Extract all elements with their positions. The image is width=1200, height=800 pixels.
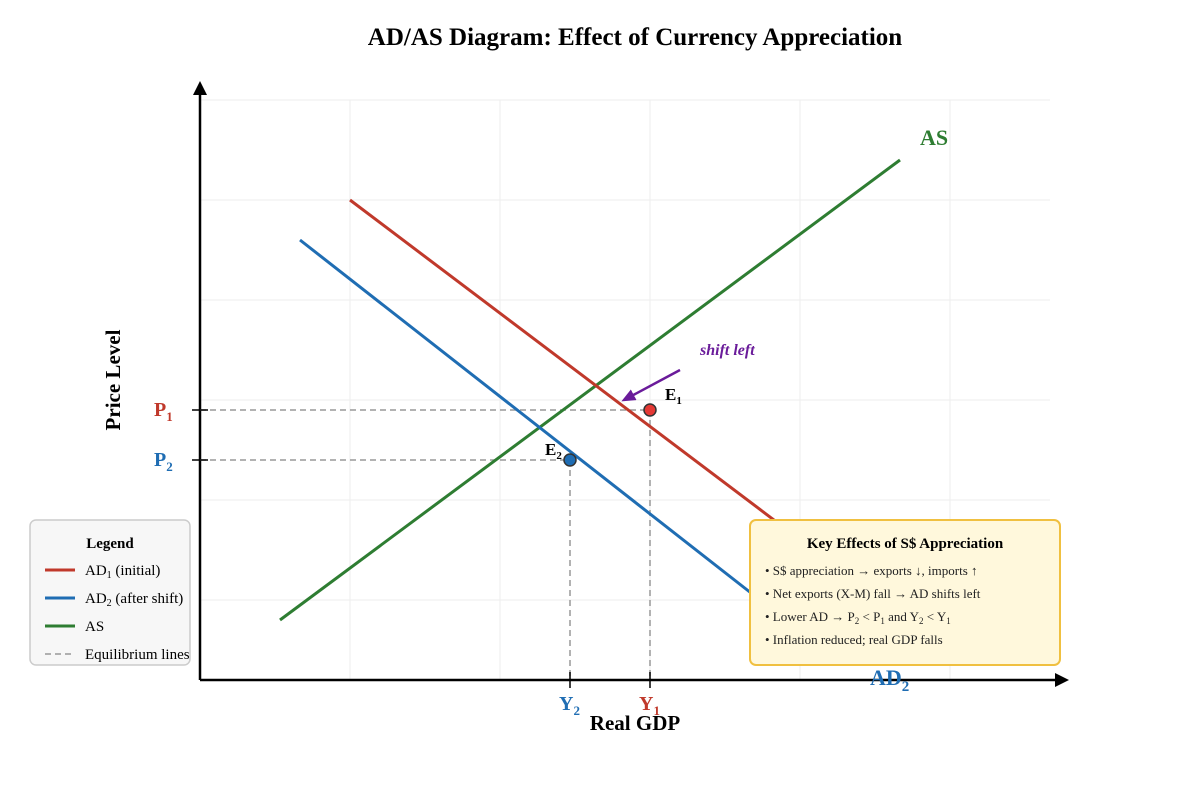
- y1-label: Y1: [639, 693, 660, 718]
- effects-line-4: • Inflation reduced; real GDP falls: [765, 632, 943, 647]
- p2-label: P2: [154, 449, 173, 474]
- legend-box: [29, 519, 191, 666]
- legend-ad1-text: AD1 (initial): [85, 563, 160, 581]
- as-curve-label: AS: [920, 125, 948, 150]
- effects-title: Key Effects of S$ Appreciation: [807, 536, 1004, 552]
- e2-label: E2: [545, 440, 562, 462]
- e1-point: [643, 403, 657, 417]
- tick-marks: [192, 409, 651, 688]
- legend-eq-text: Equilibrium lines: [85, 647, 190, 663]
- e2-point: [563, 453, 577, 467]
- shift-left-annotation: shift left: [699, 342, 755, 359]
- effects-line-3: • Lower AD → P2 < P1 and Y2 < Y1: [765, 609, 951, 626]
- ad2-curve-label: AD2: [870, 665, 909, 695]
- effects-box-bg: [749, 519, 1061, 666]
- legend: Legend AD1 (initial) AD2 (after shift) A…: [29, 519, 191, 666]
- equilibrium-lines: [200, 409, 651, 680]
- as-curve: [279, 158, 901, 622]
- key-effects-box: Key Effects of S$ Appreciation • S$ appr…: [749, 519, 1061, 666]
- ad2-curve: [299, 238, 761, 602]
- legend-ad2-text: AD2 (after shift): [85, 591, 183, 609]
- y2-label: Y2: [559, 693, 580, 718]
- y-axis-label: Price Level: [101, 329, 125, 430]
- legend-as-text: AS: [85, 619, 104, 635]
- effects-line-1: • S$ appreciation → exports ↓, imports ↑: [765, 563, 978, 578]
- diagram-title: AD/AS Diagram: Effect of Currency Apprec…: [368, 24, 903, 51]
- legend-title: Legend: [86, 536, 134, 552]
- effects-line-2: • Net exports (X-M) fall → AD shifts lef…: [765, 586, 981, 601]
- e1-label: E1: [665, 385, 682, 407]
- shift-left-arrow: [621, 368, 681, 402]
- x-axis-label: Real GDP: [590, 711, 681, 735]
- p1-label: P1: [154, 399, 173, 424]
